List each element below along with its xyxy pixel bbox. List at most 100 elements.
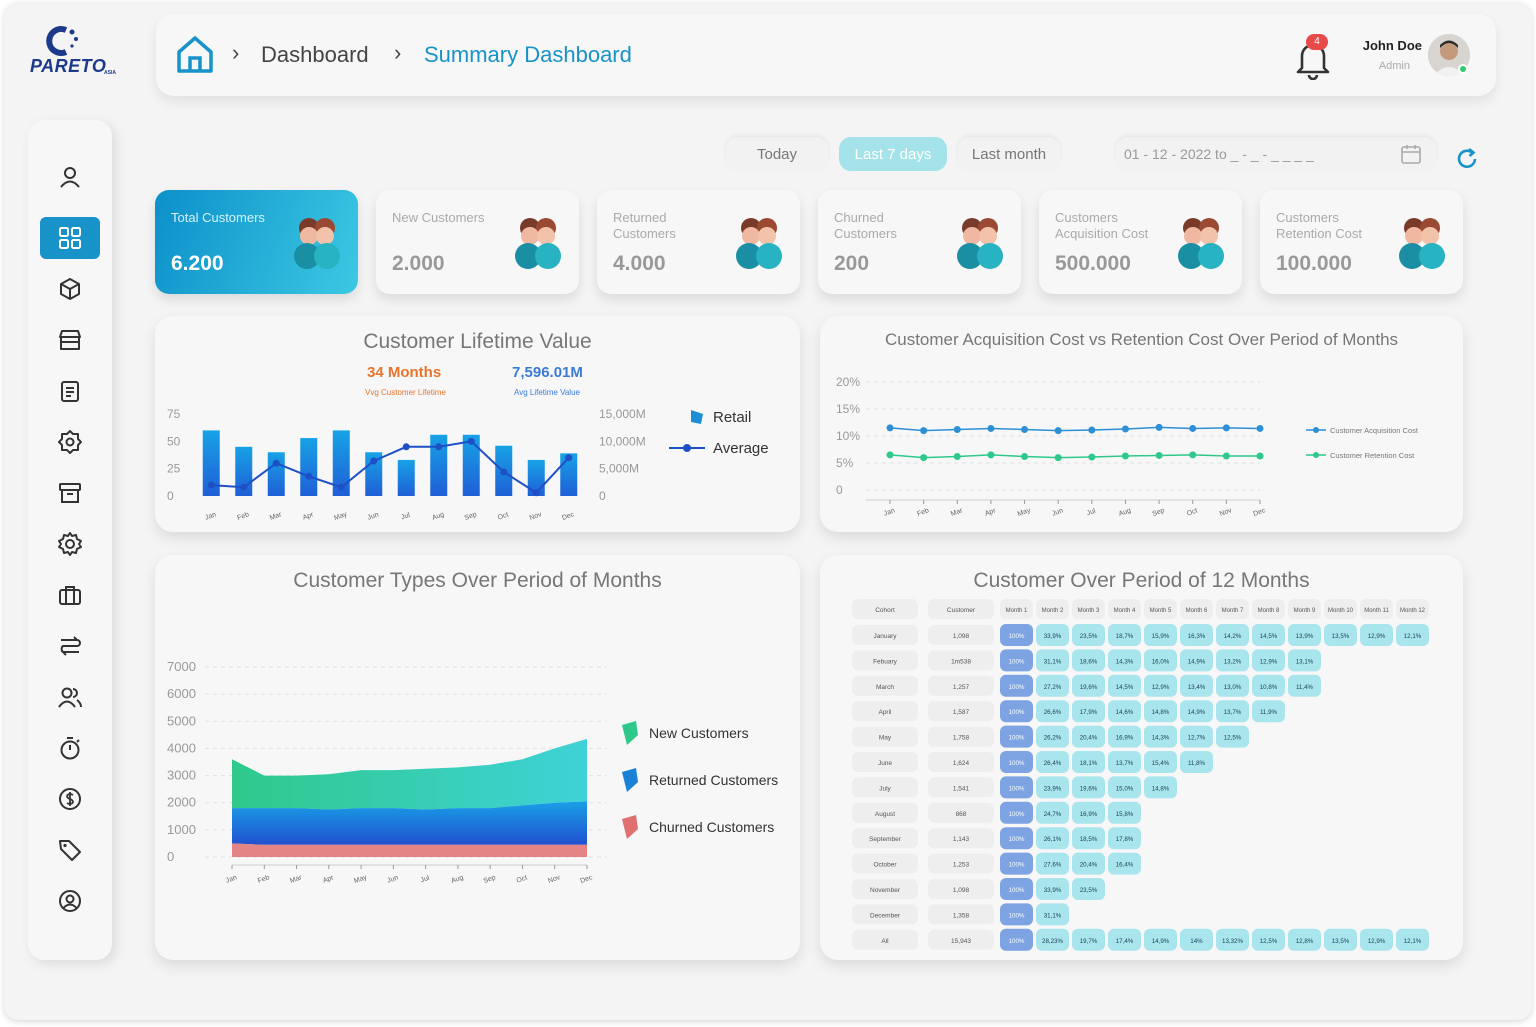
avatar[interactable]: [1428, 34, 1470, 76]
customer-value: 868: [956, 811, 967, 818]
y-tick-label: 0: [836, 483, 843, 497]
retention-value: 12,7%: [1188, 735, 1206, 742]
cohort-cell: [852, 929, 918, 950]
retention-value: 100%: [1009, 735, 1025, 742]
refresh-icon[interactable]: [1454, 146, 1480, 172]
retention-cell: [1036, 624, 1069, 646]
retention-cell: [1252, 700, 1285, 723]
retention-value: 13,4%: [1188, 684, 1206, 691]
bar: [462, 434, 480, 496]
sidebar-item-store[interactable]: [40, 319, 100, 361]
kpi-label: New Customers: [392, 210, 485, 225]
sidebar-item-business[interactable]: [40, 574, 100, 616]
filter-last-7-days[interactable]: Last 7 days: [839, 137, 947, 171]
bar: [267, 452, 285, 496]
clv-title: Customer Lifetime Value: [363, 330, 592, 353]
sidebar-item-account[interactable]: [40, 880, 100, 922]
sidebar-item-users[interactable]: [40, 676, 100, 718]
sidebar-item-products[interactable]: [40, 268, 100, 310]
x-tick-label: Apr: [302, 511, 315, 522]
legend-new-customers[interactable]: New Customers: [619, 721, 749, 745]
sidebar-item-timer[interactable]: [40, 727, 100, 769]
kpi-card-total-customers[interactable]: Total Customers 6.200: [155, 190, 358, 294]
retention-value: 28,23%: [1042, 938, 1063, 945]
sidebar-item-reports[interactable]: [40, 370, 100, 412]
kpi-card-returned-customers[interactable]: Returned Customers 4.000: [597, 190, 800, 294]
date-range-input[interactable]: 01 - 12 - 2022 to _ - _ - _ _ _ _: [1116, 137, 1436, 171]
legend-swatch-icon: [691, 410, 703, 424]
sidebar-item-settings[interactable]: [40, 523, 100, 565]
legend-retail[interactable]: Retail: [687, 408, 751, 426]
clv-stat-value-label: Avg Lifetime Value: [514, 388, 580, 397]
sidebar-item-profile[interactable]: [40, 156, 100, 198]
legend-churned-customers[interactable]: Churned Customers: [619, 815, 774, 839]
kpi-card-churned-customers[interactable]: Churned Customers 200: [818, 190, 1021, 294]
legend-point: [1313, 452, 1319, 458]
home-icon[interactable]: [176, 34, 214, 74]
filter-last-month[interactable]: Last month: [958, 137, 1060, 171]
retention-cell: [1036, 827, 1069, 850]
retention-value: 12,8%: [1296, 938, 1314, 945]
retention-cell: [1000, 878, 1033, 900]
x-tick-label: Sep: [483, 874, 497, 885]
sidebar-item-tags[interactable]: [40, 829, 100, 871]
breadcrumb-dashboard[interactable]: Dashboard: [261, 42, 369, 67]
retention-cell: [1036, 852, 1069, 875]
cohort-cell: [852, 625, 918, 645]
retention-cell: [1108, 725, 1141, 748]
retention-cell: [1072, 801, 1105, 824]
table-header-label: Month 5: [1150, 608, 1172, 614]
retention-cell: [1144, 751, 1177, 773]
series-point: [1256, 424, 1264, 432]
cohort-cell: [852, 675, 918, 696]
kpi-label: Total Customers: [171, 210, 265, 225]
x-tick-label: Nov: [1219, 507, 1234, 518]
x-tick-label: Sep: [1152, 507, 1166, 518]
customer-cell: [928, 726, 994, 747]
y2-tick-label: 0: [599, 489, 606, 503]
kpi-card-new-customers[interactable]: New Customers 2.000: [376, 190, 579, 294]
legend-average[interactable]: Average: [669, 439, 769, 457]
kpi-card-retention-cost[interactable]: Customers Retention Cost 100.000: [1260, 190, 1463, 294]
sidebar-item-archive[interactable]: [40, 472, 100, 514]
filter-today[interactable]: Today: [726, 137, 828, 171]
x-tick-label: Dec: [1252, 507, 1267, 518]
retention-cell: [1036, 751, 1069, 773]
sidebar-item-configuration[interactable]: [40, 421, 100, 463]
y-tick-label: 75: [167, 407, 181, 421]
gear-badge-icon: [58, 430, 82, 454]
kpi-label: Customers Acquisition Cost: [1055, 210, 1149, 241]
calendar-icon[interactable]: [1400, 143, 1422, 165]
y-tick-label: 20%: [836, 375, 860, 389]
kpi-card-acquisition-cost[interactable]: Customers Acquisition Cost 500.000: [1039, 190, 1242, 294]
dashboard-grid-icon: [59, 227, 81, 249]
x-tick-label: Sep: [464, 511, 478, 522]
retention-value: 100%: [1009, 709, 1025, 716]
table-header-cell: [1108, 599, 1141, 619]
legend-returned-customers[interactable]: Returned Customers: [619, 768, 778, 792]
y-tick-label: 0: [167, 849, 174, 864]
table-header-label: Month 12: [1400, 608, 1426, 614]
bar: [397, 459, 415, 496]
retention-value: 11,8%: [1188, 760, 1206, 767]
sidebar-item-routes[interactable]: [40, 625, 100, 667]
cohort-label: August: [875, 811, 895, 818]
retention-cell: [1144, 776, 1177, 799]
user-name[interactable]: John Doe: [1362, 38, 1422, 53]
sidebar-item-dashboard[interactable]: [40, 217, 100, 259]
retention-cell: [1108, 674, 1141, 697]
kpi-label: Customers Retention Cost: [1276, 210, 1362, 241]
retention-value: 14,3%: [1116, 658, 1134, 665]
legend-swatch-icon: [622, 768, 638, 792]
retention-value: 14,5%: [1116, 684, 1134, 691]
retention-cell: [1144, 700, 1177, 723]
breadcrumb-summary-dashboard[interactable]: Summary Dashboard: [424, 42, 632, 67]
cohort-cell: [852, 701, 918, 722]
series-point: [1054, 427, 1062, 435]
customer-cell: [928, 802, 994, 823]
retention-value: 24,7%: [1044, 811, 1062, 818]
retention-cell: [1072, 649, 1105, 672]
retention-value: 10,8%: [1260, 684, 1278, 691]
sidebar-item-finance[interactable]: [40, 778, 100, 820]
x-tick-label: Mar: [269, 511, 283, 522]
